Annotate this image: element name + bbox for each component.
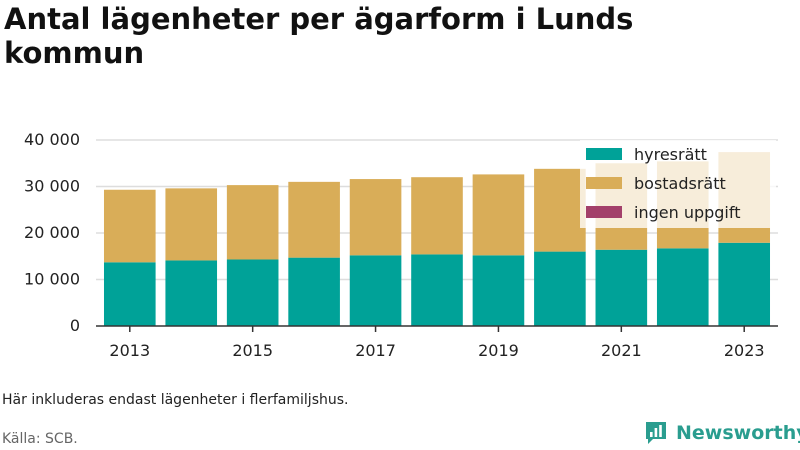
chart-source: Källa: SCB.: [2, 431, 78, 447]
legend-label: hyresrätt: [634, 145, 707, 164]
bar-segment: [103, 189, 156, 263]
newsworthy-logo-icon: [646, 422, 666, 444]
legend: hyresrätt bostadsrätt ingen uppgift: [580, 140, 776, 228]
bar-segment: [534, 168, 586, 252]
bar-segment: [534, 251, 586, 326]
x-tick-label: 2019: [478, 341, 519, 360]
legend-swatch: [586, 206, 622, 218]
x-tick-label: 2017: [355, 341, 396, 360]
bar-segment: [595, 249, 648, 326]
y-tick-label: 30 000: [24, 177, 80, 196]
legend-swatch: [586, 177, 622, 189]
axes: 0 10 000 20 000 30 000 40 000 2013 2015 2017 201…: [24, 130, 778, 360]
chart-title: Antal lägenheter per ägarform i Lunds ko…: [4, 2, 634, 70]
bar-segment: [411, 177, 463, 255]
y-tick-label: 0: [70, 316, 80, 335]
bar-segment: [165, 260, 218, 326]
x-tick-label: 2021: [601, 341, 642, 360]
legend-label: bostadsrätt: [634, 174, 726, 193]
bar-segment: [472, 174, 525, 256]
bar-segment: [103, 262, 156, 326]
bar-segment: [165, 188, 218, 261]
legend-swatch: [586, 148, 622, 160]
bar-segment: [226, 185, 279, 260]
bar-segment: [472, 255, 525, 326]
legend-label: ingen uppgift: [634, 203, 741, 222]
bar-segment: [226, 259, 279, 326]
bar-segment: [411, 254, 463, 326]
y-tick-label: 10 000: [24, 270, 80, 289]
y-tick-label: 20 000: [24, 223, 80, 242]
x-tick-label: 2015: [232, 341, 273, 360]
bar-segment: [718, 242, 771, 326]
bar-segment: [656, 248, 709, 326]
chart-note: Här inkluderas endast lägenheter i flerf…: [2, 392, 349, 408]
newsworthy-logo: Newsworthy: [644, 418, 800, 448]
bar-segment: [349, 179, 402, 256]
bar-segment: [349, 255, 402, 326]
bar-segment: [288, 181, 340, 258]
brand-name: Newsworthy: [676, 422, 800, 444]
x-tick-label: 2023: [724, 341, 765, 360]
stacked-bar-chart: 0 10 000 20 000 30 000 40 000 2013 2015 2017 201…: [24, 130, 778, 360]
x-tick-label: 2013: [109, 341, 150, 360]
bar-segment: [288, 257, 340, 326]
y-tick-label: 40 000: [24, 130, 80, 149]
